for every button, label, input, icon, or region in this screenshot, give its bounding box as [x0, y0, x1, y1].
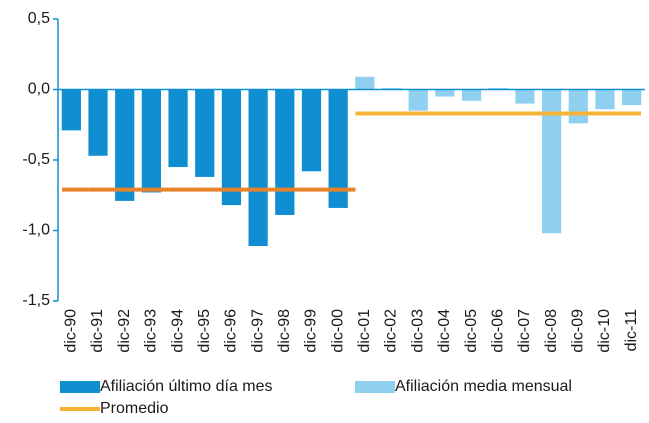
x-tick-label: dic-07: [516, 309, 533, 353]
legend-swatch: [355, 381, 395, 393]
x-tick-label: dic-95: [196, 309, 213, 353]
x-tick-label: dic-92: [116, 309, 133, 353]
legend-label: Afiliación media mensual: [395, 378, 572, 395]
y-tick-label: -1,0: [22, 222, 50, 239]
x-tick-label: dic-93: [143, 309, 160, 353]
bar: [141, 89, 161, 193]
bar: [88, 89, 108, 156]
bar: [622, 89, 642, 106]
bar: [435, 89, 455, 97]
y-tick-label: 0,0: [28, 81, 50, 98]
x-tick-label: dic-04: [436, 309, 453, 353]
bar: [355, 76, 375, 90]
bar: [168, 89, 188, 168]
bar: [275, 89, 295, 215]
y-tick-label: -1,5: [22, 292, 50, 309]
x-tick-label: dic-02: [383, 309, 400, 353]
legend-label: Promedio: [100, 400, 169, 417]
x-tick-label: dic-01: [356, 309, 373, 353]
x-tick-label: dic-08: [543, 309, 560, 353]
x-tick-label: dic-09: [570, 309, 587, 353]
bar: [221, 89, 242, 206]
legend-swatch: [60, 381, 100, 393]
x-tick-label: dic-94: [169, 309, 186, 353]
x-tick-label: dic-98: [276, 309, 293, 353]
bar: [195, 89, 215, 177]
legend-label: Afiliación último día mes: [100, 378, 273, 395]
bar: [568, 89, 588, 124]
x-tick-label: dic-00: [329, 309, 346, 353]
bar: [515, 89, 535, 104]
bar: [595, 89, 615, 110]
x-tick-label: dic-10: [596, 309, 613, 353]
y-tick-label: -0,5: [22, 151, 50, 168]
bar: [328, 89, 348, 208]
x-tick-label: dic-03: [409, 309, 426, 353]
bar: [461, 89, 482, 101]
x-tick-label: dic-99: [303, 309, 320, 353]
x-tick-label: dic-11: [623, 309, 640, 351]
bar: [542, 89, 562, 234]
bar: [248, 89, 268, 247]
bar: [408, 89, 428, 111]
bar: [301, 89, 322, 172]
x-tick-label: dic-90: [63, 309, 80, 353]
x-tick-label: dic-97: [249, 309, 266, 353]
bar: [115, 89, 135, 201]
x-tick-label: dic-91: [89, 309, 106, 353]
y-tick-label: 0,5: [28, 10, 50, 27]
bar: [61, 89, 81, 131]
x-tick-label: dic-05: [463, 309, 480, 353]
x-tick-label: dic-06: [489, 309, 506, 353]
x-tick-label: dic-96: [223, 309, 240, 353]
